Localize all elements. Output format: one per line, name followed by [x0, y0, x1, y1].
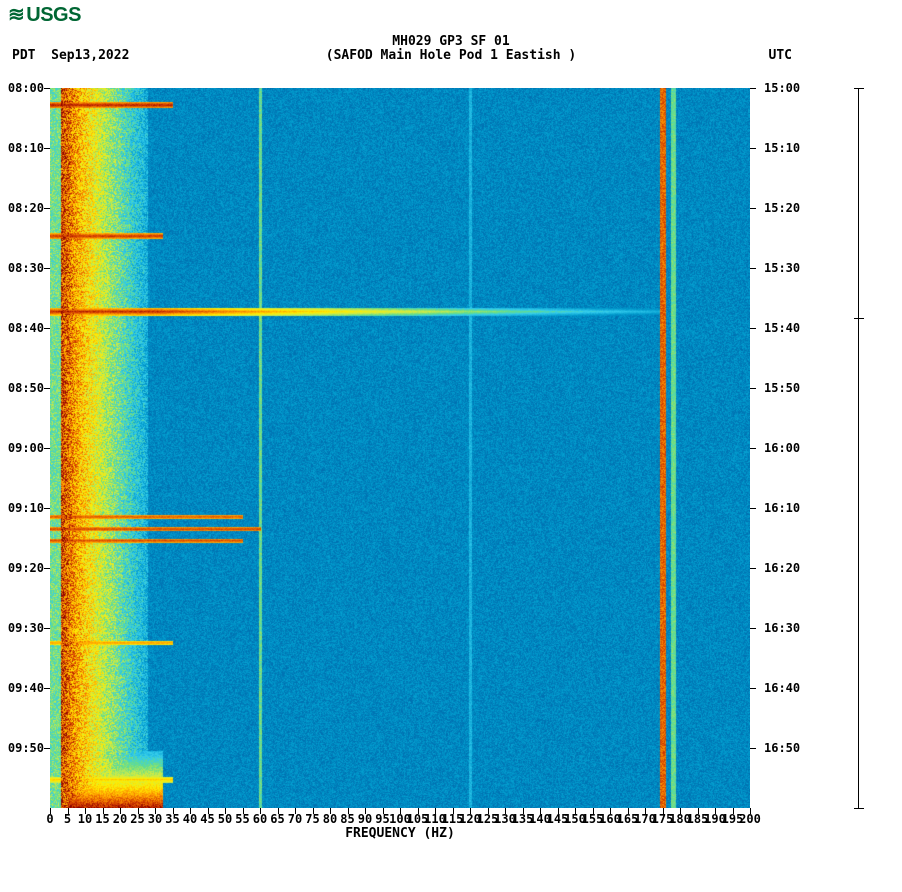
- y-left-tick-label: 09:30: [8, 621, 44, 635]
- y-right-tick-label: 15:20: [764, 201, 800, 215]
- x-tick-label: 65: [270, 812, 284, 826]
- x-tick-label: 95: [375, 812, 389, 826]
- x-tick-label: 75: [305, 812, 319, 826]
- x-tick-label: 10: [78, 812, 92, 826]
- x-tick-label: 200: [739, 812, 761, 826]
- x-tick-label: 90: [358, 812, 372, 826]
- chart-title-line1: MH029 GP3 SF 01: [0, 34, 902, 49]
- y-left-tick-label: 08:40: [8, 321, 44, 335]
- x-tick-label: 20: [113, 812, 127, 826]
- x-axis-label: FREQUENCY (HZ): [50, 826, 750, 841]
- y-left-tick-label: 09:20: [8, 561, 44, 575]
- x-tick-label: 55: [235, 812, 249, 826]
- x-tick-label: 45: [200, 812, 214, 826]
- x-tick-label: 40: [183, 812, 197, 826]
- y-axis-left-ticks: 08:0008:1008:2008:3008:4008:5009:0009:10…: [0, 88, 48, 808]
- x-tick-label: 60: [253, 812, 267, 826]
- x-tick-label: 70: [288, 812, 302, 826]
- y-left-tick-label: 09:10: [8, 501, 44, 515]
- y-right-tick-label: 15:30: [764, 261, 800, 275]
- y-left-tick-label: 08:50: [8, 381, 44, 395]
- y-right-tick-label: 16:40: [764, 681, 800, 695]
- chart-title-line2: (SAFOD Main Hole Pod 1 Eastish ): [0, 48, 902, 63]
- spectrogram-canvas: [50, 88, 750, 808]
- y-right-tick-label: 16:50: [764, 741, 800, 755]
- y-right-tick-label: 15:00: [764, 81, 800, 95]
- y-right-tick-label: 16:20: [764, 561, 800, 575]
- y-right-tick-label: 15:40: [764, 321, 800, 335]
- x-tick-label: 25: [130, 812, 144, 826]
- y-left-tick-label: 09:50: [8, 741, 44, 755]
- y-right-tick-label: 16:00: [764, 441, 800, 455]
- y-axis-right-ticks: 15:0015:1015:2015:3015:4015:5016:0016:10…: [754, 88, 814, 808]
- y-left-tick-label: 09:00: [8, 441, 44, 455]
- y-right-tick-label: 15:50: [764, 381, 800, 395]
- x-tick-label: 35: [165, 812, 179, 826]
- y-left-tick-label: 08:00: [8, 81, 44, 95]
- x-tick-label: 80: [323, 812, 337, 826]
- x-tick-label: 5: [64, 812, 71, 826]
- spectrogram-plot: [50, 88, 750, 808]
- x-tick-label: 15: [95, 812, 109, 826]
- x-tick-label: 85: [340, 812, 354, 826]
- y-right-tick-label: 16:30: [764, 621, 800, 635]
- x-tick-label: 50: [218, 812, 232, 826]
- x-tick-label: 30: [148, 812, 162, 826]
- side-amplitude-scale: [858, 88, 859, 808]
- y-left-tick-label: 08:20: [8, 201, 44, 215]
- timezone-right-label: UTC: [769, 48, 792, 63]
- timezone-left-label: PDT Sep13,2022: [12, 48, 129, 63]
- y-left-tick-label: 08:30: [8, 261, 44, 275]
- y-right-tick-label: 15:10: [764, 141, 800, 155]
- y-left-tick-label: 09:40: [8, 681, 44, 695]
- usgs-logo: USGS: [8, 2, 81, 27]
- x-tick-label: 0: [46, 812, 53, 826]
- y-right-tick-label: 16:10: [764, 501, 800, 515]
- y-left-tick-label: 08:10: [8, 141, 44, 155]
